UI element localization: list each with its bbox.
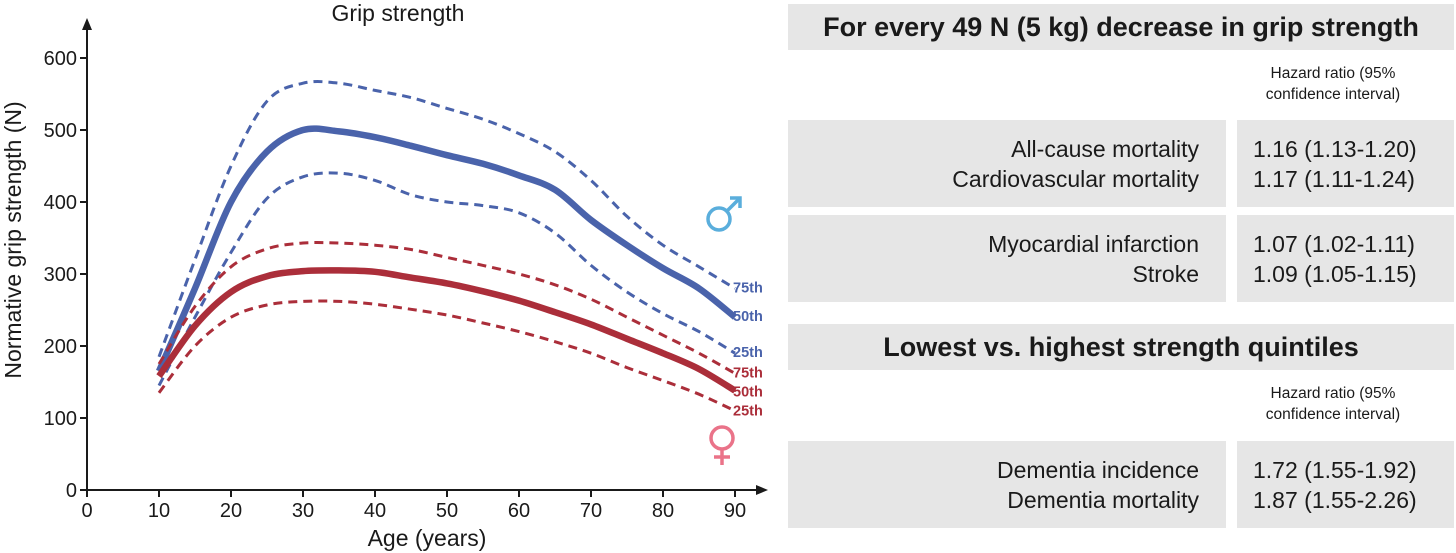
hr-note-line: confidence interval) [1265, 86, 1401, 103]
x-axis [87, 485, 768, 495]
row-value: 1.87 (1.55-2.26) [1253, 486, 1417, 513]
y-tick-label: 300 [44, 264, 77, 286]
x-tick-label: 60 [508, 500, 530, 522]
row-value: 1.09 (1.05-1.15) [1253, 260, 1417, 287]
x-tick-label: 50 [436, 500, 458, 522]
x-axis-title: Age (years) [368, 525, 487, 551]
x-tick-label: 40 [364, 500, 386, 522]
x-tick-label: 20 [220, 500, 242, 522]
row-label: All-cause mortality [1011, 135, 1199, 162]
y-tick-label: 200 [44, 336, 77, 358]
row-value: 1.72 (1.55-1.92) [1253, 456, 1417, 483]
y-axis-title: Normative grip strength (N) [0, 101, 26, 378]
hr-note-line: confidence interval) [1265, 406, 1401, 423]
row-values-dementia: 1.72 (1.55-1.92) 1.87 (1.55-2.26) [1237, 441, 1454, 528]
row-label: Stroke [1132, 260, 1199, 287]
row-value: 1.07 (1.02-1.11) [1253, 230, 1415, 257]
y-tick-label: 400 [44, 192, 77, 214]
female-symbol-icon [709, 425, 735, 465]
y-tick-label: 0 [66, 480, 77, 502]
x-tick-label: 10 [148, 500, 170, 522]
y-tick-label: 600 [44, 48, 77, 70]
female-25th-label: 25th [733, 403, 763, 419]
section2-hr-note: Hazard ratio (95% confidence interval) [1233, 383, 1433, 425]
row-values-mortality: 1.16 (1.13-1.20) 1.17 (1.11-1.24) [1237, 120, 1454, 207]
female-75th-line [157, 241, 736, 375]
male-75th-label: 75th [733, 280, 763, 296]
male-symbol-icon [706, 196, 742, 232]
section1-heading: For every 49 N (5 kg) decrease in grip s… [788, 4, 1454, 50]
section1-hr-note: Hazard ratio (95% confidence interval) [1233, 63, 1433, 105]
grip-strength-chart: Grip strength 0 10 20 30 40 50 60 70 80 90 0 100 200… [0, 0, 768, 551]
male-50th-label: 50th [733, 309, 763, 325]
row-label: Dementia mortality [1007, 486, 1199, 513]
row-label: Myocardial infarction [988, 230, 1199, 257]
y-tick-label: 100 [44, 408, 77, 430]
section2-heading: Lowest vs. highest strength quintiles [788, 324, 1454, 370]
male-25th-label: 25th [733, 345, 763, 361]
chart-title: Grip strength [332, 0, 465, 26]
percentile-labels: 75th 50th 25th 75th 50th 25th [733, 280, 763, 419]
x-tick-label: 70 [580, 500, 602, 522]
axis-ticks: 0 10 20 30 40 50 60 70 80 90 0 100 200 300 400 500 600 [44, 48, 747, 522]
hr-note-line: Hazard ratio (95% [1270, 65, 1396, 82]
hazard-ratio-panel: For every 49 N (5 kg) decrease in grip s… [788, 4, 1454, 552]
male-50th-line [156, 125, 738, 373]
row-labels-mortality: All-cause mortality Cardiovascular morta… [788, 120, 1226, 207]
y-axis [82, 18, 92, 490]
x-tick-label: 0 [81, 500, 92, 522]
female-50th-label: 50th [733, 384, 763, 400]
female-25th-line [157, 299, 736, 413]
row-labels-dementia: Dementia incidence Dementia mortality [788, 441, 1226, 528]
plot-lines [156, 80, 738, 413]
row-value: 1.17 (1.11-1.24) [1253, 165, 1415, 192]
female-75th-label: 75th [733, 365, 763, 381]
y-tick-label: 500 [44, 120, 77, 142]
row-label: Dementia incidence [996, 456, 1199, 483]
x-tick-label: 30 [292, 500, 314, 522]
row-label: Cardiovascular mortality [952, 165, 1199, 192]
x-tick-label: 90 [724, 500, 746, 522]
x-tick-label: 80 [652, 500, 674, 522]
male-75th-line [157, 80, 736, 358]
male-25th-line [157, 171, 736, 387]
female-50th-line [156, 267, 737, 394]
row-labels-cardio: Myocardial infarction Stroke [788, 215, 1226, 302]
hr-note-line: Hazard ratio (95% [1270, 385, 1396, 402]
row-value: 1.16 (1.13-1.20) [1253, 135, 1417, 162]
row-values-cardio: 1.07 (1.02-1.11) 1.09 (1.05-1.15) [1237, 215, 1454, 302]
